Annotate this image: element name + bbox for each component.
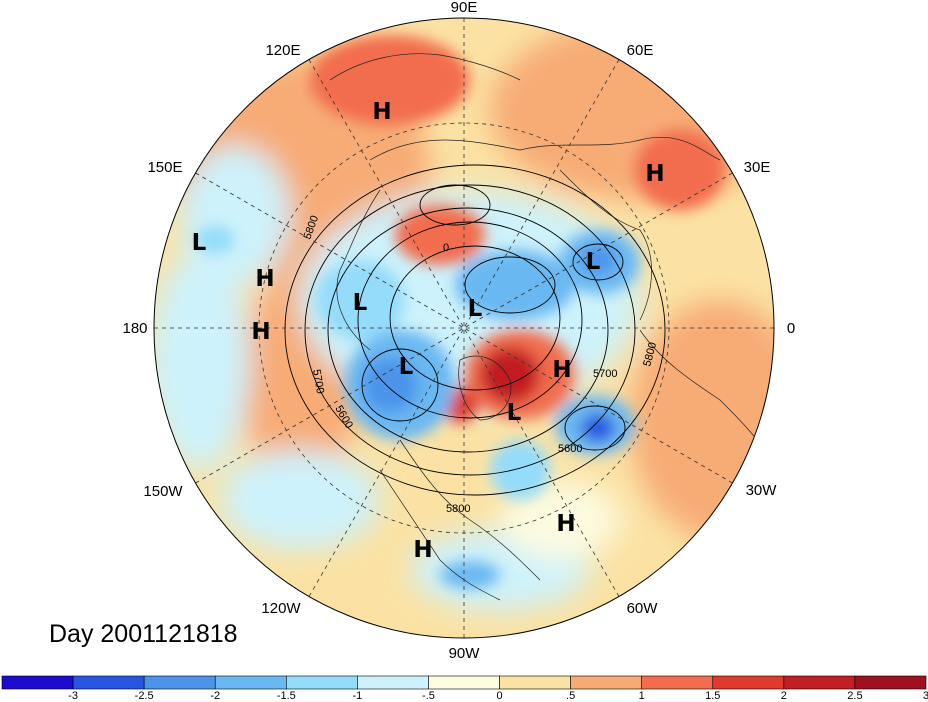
low-marker: L: [399, 354, 414, 380]
colorbar-swatch: [499, 675, 571, 690]
colorbar-label: -2: [210, 690, 220, 702]
colorbar-swatch: [712, 675, 785, 690]
colorbar-label: -1.5: [277, 690, 296, 702]
lon-label-150w: 150W: [143, 483, 183, 500]
graticule: [154, 18, 774, 638]
anomaly-field: [154, 18, 774, 638]
lon-label-180: 180: [122, 320, 147, 337]
colorbar-swatch: [783, 675, 856, 690]
colorbar-label: 0: [496, 690, 502, 702]
contour-label: 5700: [593, 368, 617, 380]
colorbar-label: 2.5: [847, 690, 862, 702]
lon-label-0: 0: [787, 320, 795, 337]
colorbar-swatch: [641, 675, 714, 690]
low-marker: L: [353, 290, 368, 316]
coastlines: [329, 53, 771, 601]
high-marker: H: [645, 161, 664, 187]
height-contours: [284, 164, 666, 496]
high-marker: H: [255, 266, 274, 292]
longitude-labels: 90E 60E 30E 0 30W 60W 90W 120W 150W 180 …: [122, 0, 795, 662]
colorbar-label: 3: [923, 690, 928, 702]
high-marker: H: [556, 511, 575, 537]
day-title: Day 2001121818: [49, 620, 238, 648]
colorbar-swatch: [854, 675, 927, 690]
colorbar-swatch: [214, 675, 287, 690]
low-marker: L: [586, 249, 601, 275]
low-marker: L: [468, 296, 483, 322]
lon-label-90e: 90E: [451, 0, 478, 16]
colorbar-swatch: [428, 675, 500, 690]
colorbar: -3 -2.5 -2 -1.5 -1 -.5 0 .5 1 1.5 2 2.5 3: [1, 675, 928, 702]
low-marker: L: [507, 400, 522, 426]
high-marker: H: [372, 99, 391, 125]
colorbar-label: .5: [566, 690, 575, 702]
colorbar-swatch: [1, 675, 74, 690]
pressure-centers: H H H H H H H L L L L L L: [192, 99, 665, 563]
colorbar-swatch: [143, 675, 216, 690]
contour-label: 0: [443, 242, 449, 254]
high-marker: H: [251, 319, 270, 345]
map-boundary: [153, 17, 775, 639]
colorbar-label: -2.5: [135, 690, 154, 702]
lon-label-90w: 90W: [449, 645, 481, 662]
colorbar-label: 1.5: [705, 690, 720, 702]
colorbar-swatch: [570, 675, 642, 690]
lon-label-60w: 60W: [627, 600, 659, 617]
low-marker: L: [192, 230, 207, 256]
contour-label: 5700: [310, 368, 326, 394]
lon-label-120w: 120W: [261, 600, 301, 617]
colorbar-label: -.5: [422, 690, 435, 702]
colorbar-swatch: [286, 675, 358, 690]
high-marker: H: [552, 357, 571, 383]
colorbar-label: -3: [68, 690, 78, 702]
colorbar-label: 2: [781, 690, 787, 702]
colorbar-label: 1: [639, 690, 645, 702]
contour-label: 5800: [446, 503, 470, 515]
lon-label-150e: 150E: [147, 159, 182, 176]
lon-label-60e: 60E: [627, 42, 654, 59]
colorbar-swatch: [72, 675, 145, 690]
colorbar-label: -1: [352, 690, 362, 702]
lon-label-30w: 30W: [746, 482, 778, 499]
contour-label: 5600: [558, 443, 582, 455]
colorbar-swatch: [357, 675, 429, 690]
lon-label-120e: 120E: [265, 42, 300, 59]
high-marker: H: [413, 537, 432, 563]
lon-label-30e: 30E: [744, 159, 771, 176]
